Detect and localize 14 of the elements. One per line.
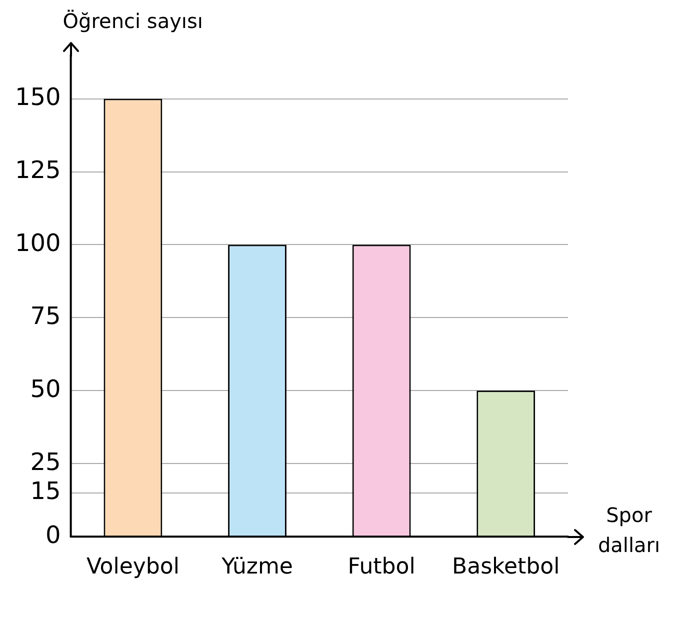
- y-tick-label: 50: [30, 374, 61, 403]
- y-tick-label: 0: [46, 520, 61, 549]
- y-tick-label: 75: [30, 302, 61, 330]
- x-tick-label: Futbol: [348, 554, 416, 580]
- y-tick-label: 15: [30, 477, 61, 506]
- x-tick-label: Basketbol: [452, 554, 560, 580]
- x-tick-label: Yüzme: [220, 554, 293, 580]
- y-tick-label: 25: [30, 448, 61, 476]
- x-tick-label: Voleybol: [86, 554, 180, 580]
- y-tick-label: 125: [14, 156, 61, 184]
- y-tick-label: 100: [14, 228, 61, 257]
- x-axis-title: Spor dalları: [598, 502, 660, 557]
- y-axis-title: Öğrenci sayısı: [62, 9, 203, 34]
- y-tick-label: 150: [14, 83, 61, 112]
